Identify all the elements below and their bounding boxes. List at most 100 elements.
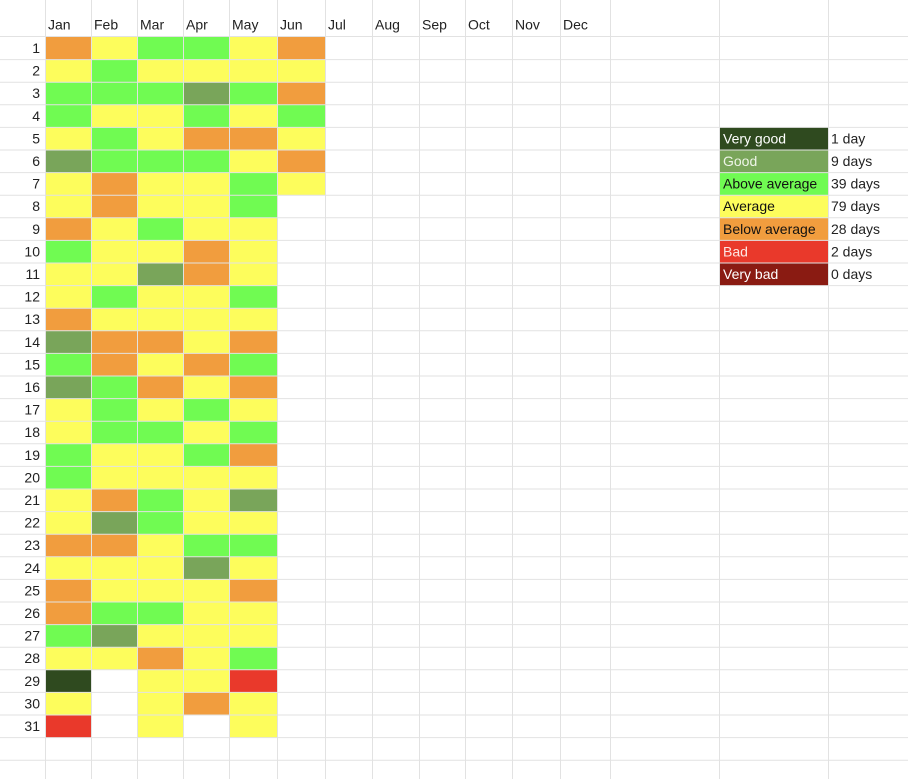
- day-cell: [45, 240, 91, 263]
- day-cell: [91, 240, 137, 263]
- column-header: Oct: [468, 17, 490, 33]
- day-cell: [137, 556, 183, 580]
- day-cell: [45, 217, 91, 241]
- column-header: May: [232, 17, 258, 33]
- legend-swatch: [719, 195, 828, 218]
- day-cell: [183, 353, 229, 376]
- day-cell: [45, 172, 91, 196]
- day-cell: [137, 692, 183, 715]
- day-cell: [45, 466, 91, 489]
- row-number: 6: [32, 153, 40, 169]
- day-cell: [137, 150, 183, 173]
- row-number: 30: [24, 695, 40, 711]
- row-number: 27: [24, 628, 40, 644]
- day-cell: [183, 59, 229, 83]
- legend-count: 39 days: [831, 176, 880, 192]
- row-number: 25: [24, 582, 40, 598]
- day-cell: [91, 579, 137, 602]
- day-cell: [45, 579, 91, 602]
- day-cell: [45, 511, 91, 535]
- day-cell: [229, 195, 277, 218]
- legend-label: Good: [723, 153, 757, 169]
- legend-swatch: [719, 217, 828, 241]
- day-cell: [91, 263, 137, 286]
- column-header: Jun: [280, 17, 303, 33]
- day-cell: [91, 104, 137, 128]
- row-number: 26: [24, 605, 40, 621]
- legend-swatch: [719, 263, 828, 286]
- column-header: Apr: [186, 17, 208, 33]
- legend-count: 1 day: [831, 130, 865, 146]
- day-cell: [45, 692, 91, 715]
- day-cell: [91, 511, 137, 535]
- day-cell: [91, 624, 137, 648]
- day-cell: [277, 172, 325, 196]
- day-cell: [45, 489, 91, 512]
- day-cell: [229, 353, 277, 376]
- row-number: 22: [24, 515, 40, 531]
- day-cell: [91, 602, 137, 625]
- day-cell: [183, 398, 229, 422]
- day-cell: [137, 195, 183, 218]
- day-cell: [229, 172, 277, 196]
- day-cell: [137, 285, 183, 309]
- day-cell: [183, 263, 229, 286]
- day-cell: [183, 556, 229, 580]
- day-cell: [229, 240, 277, 263]
- row-number: 13: [24, 311, 40, 327]
- legend-label: Very good: [723, 130, 786, 146]
- legend-count: 9 days: [831, 153, 872, 169]
- day-cell: [45, 602, 91, 625]
- day-cell: [137, 330, 183, 354]
- day-cell: [137, 82, 183, 105]
- row-number: 19: [24, 447, 40, 463]
- row-number: 14: [24, 334, 40, 350]
- day-cell: [183, 534, 229, 557]
- day-cell: [183, 195, 229, 218]
- legend-count: 79 days: [831, 198, 880, 214]
- day-cell: [137, 534, 183, 557]
- day-cell: [183, 172, 229, 196]
- day-cell: [91, 647, 137, 670]
- day-cell: [91, 466, 137, 489]
- day-cell: [91, 150, 137, 173]
- day-cell: [137, 263, 183, 286]
- day-cell: [229, 217, 277, 241]
- day-cell: [91, 398, 137, 422]
- day-cell: [91, 443, 137, 467]
- day-cell: [91, 82, 137, 105]
- day-cell: [183, 692, 229, 715]
- day-cell: [45, 127, 91, 150]
- day-cell: [137, 127, 183, 150]
- day-cell: [137, 353, 183, 376]
- column-header: Sep: [422, 17, 447, 33]
- day-cell: [137, 421, 183, 444]
- legend-swatch: [719, 127, 828, 150]
- day-cell: [137, 59, 183, 83]
- day-cell: [183, 37, 229, 60]
- day-cell: [137, 376, 183, 399]
- day-cell: [229, 602, 277, 625]
- day-cell: [137, 443, 183, 467]
- row-number: 29: [24, 673, 40, 689]
- row-number: 11: [25, 266, 40, 282]
- day-cell: [183, 240, 229, 263]
- day-cell: [183, 647, 229, 670]
- row-number: 10: [24, 243, 40, 259]
- day-cell: [91, 172, 137, 196]
- day-cell: [229, 376, 277, 399]
- day-cell: [45, 556, 91, 580]
- row-number: 23: [24, 537, 40, 553]
- day-cell: [183, 624, 229, 648]
- day-cell: [183, 217, 229, 241]
- day-cell: [137, 308, 183, 331]
- day-cell: [137, 489, 183, 512]
- legend-count: 28 days: [831, 221, 880, 237]
- day-cell: [91, 489, 137, 512]
- day-cell: [91, 330, 137, 354]
- row-number: 15: [24, 356, 40, 372]
- row-number: 18: [24, 424, 40, 440]
- day-cell: [229, 466, 277, 489]
